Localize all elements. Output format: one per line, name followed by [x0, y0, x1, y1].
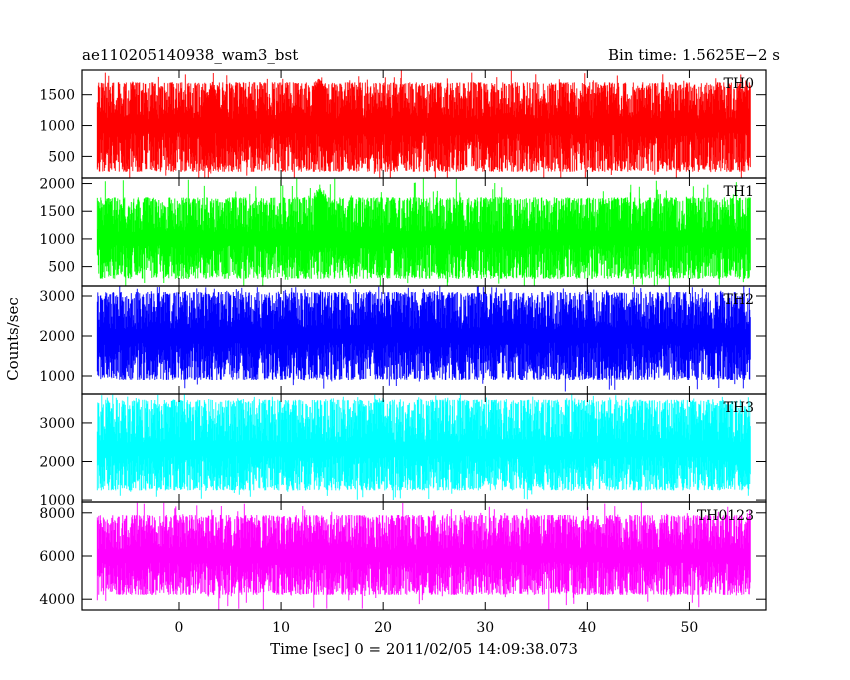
y-tick-label: 2000	[39, 177, 75, 193]
x-tick-label: 30	[476, 620, 494, 636]
y-tick-label: 2000	[39, 455, 75, 471]
x-tick-label: 20	[374, 620, 392, 636]
panel-label: TH0	[724, 76, 754, 92]
y-tick-label: 3000	[39, 416, 75, 432]
y-tick-label: 1500	[39, 204, 75, 220]
y-tick-label: 1000	[39, 119, 75, 135]
series-th0	[96, 70, 751, 178]
series-th1	[96, 178, 751, 286]
x-tick-label: 0	[175, 620, 184, 636]
y-axis-label: Counts/sec	[4, 297, 22, 381]
y-tick-label: 500	[48, 260, 75, 276]
panel-th2: 1000 2000 3000 TH2	[39, 285, 767, 395]
panel-label: TH1	[724, 184, 754, 200]
figure-title-left: ae110205140938_wam3_bst	[82, 46, 298, 64]
y-tick-label: 500	[48, 149, 75, 165]
y-tick-label: 1500	[39, 88, 75, 104]
y-tick-label: 6000	[39, 549, 75, 565]
y-tick-label: 1000	[39, 369, 75, 385]
figure-title-right: Bin time: 1.5625E−2 s	[608, 46, 780, 64]
series-th2	[96, 286, 751, 392]
x-axis-label: Time [sec] 0 = 2011/02/05 14:09:38.073	[270, 640, 578, 658]
x-axis: 0 10 20 30 40 50	[175, 620, 699, 636]
x-tick-label: 50	[681, 620, 699, 636]
x-tick-label: 40	[578, 620, 596, 636]
panel-stack: 500 1000 1500 TH0 500 1000 1500 2000 TH1 1000 2000…	[39, 69, 767, 611]
panel-th0: 500 1000 1500 TH0	[39, 69, 767, 179]
y-tick-label: 1000	[39, 493, 75, 509]
y-tick-label: 3000	[39, 289, 75, 305]
panel-label: TH3	[724, 400, 754, 416]
panel-label: TH2	[724, 292, 754, 308]
panel-th1: 500 1000 1500 2000 TH1	[39, 177, 767, 287]
panel-th0123: 4000 6000 8000 TH0123	[39, 501, 767, 611]
series-th0123	[96, 502, 751, 610]
x-tick-label: 10	[272, 620, 290, 636]
panel-th3: 1000 2000 3000 TH3	[39, 393, 767, 509]
y-tick-label: 1000	[39, 232, 75, 248]
series-th3	[96, 394, 751, 500]
y-tick-label: 4000	[39, 592, 75, 608]
y-tick-label: 8000	[39, 506, 75, 522]
y-tick-label: 2000	[39, 329, 75, 345]
panel-label: TH0123	[697, 508, 754, 524]
